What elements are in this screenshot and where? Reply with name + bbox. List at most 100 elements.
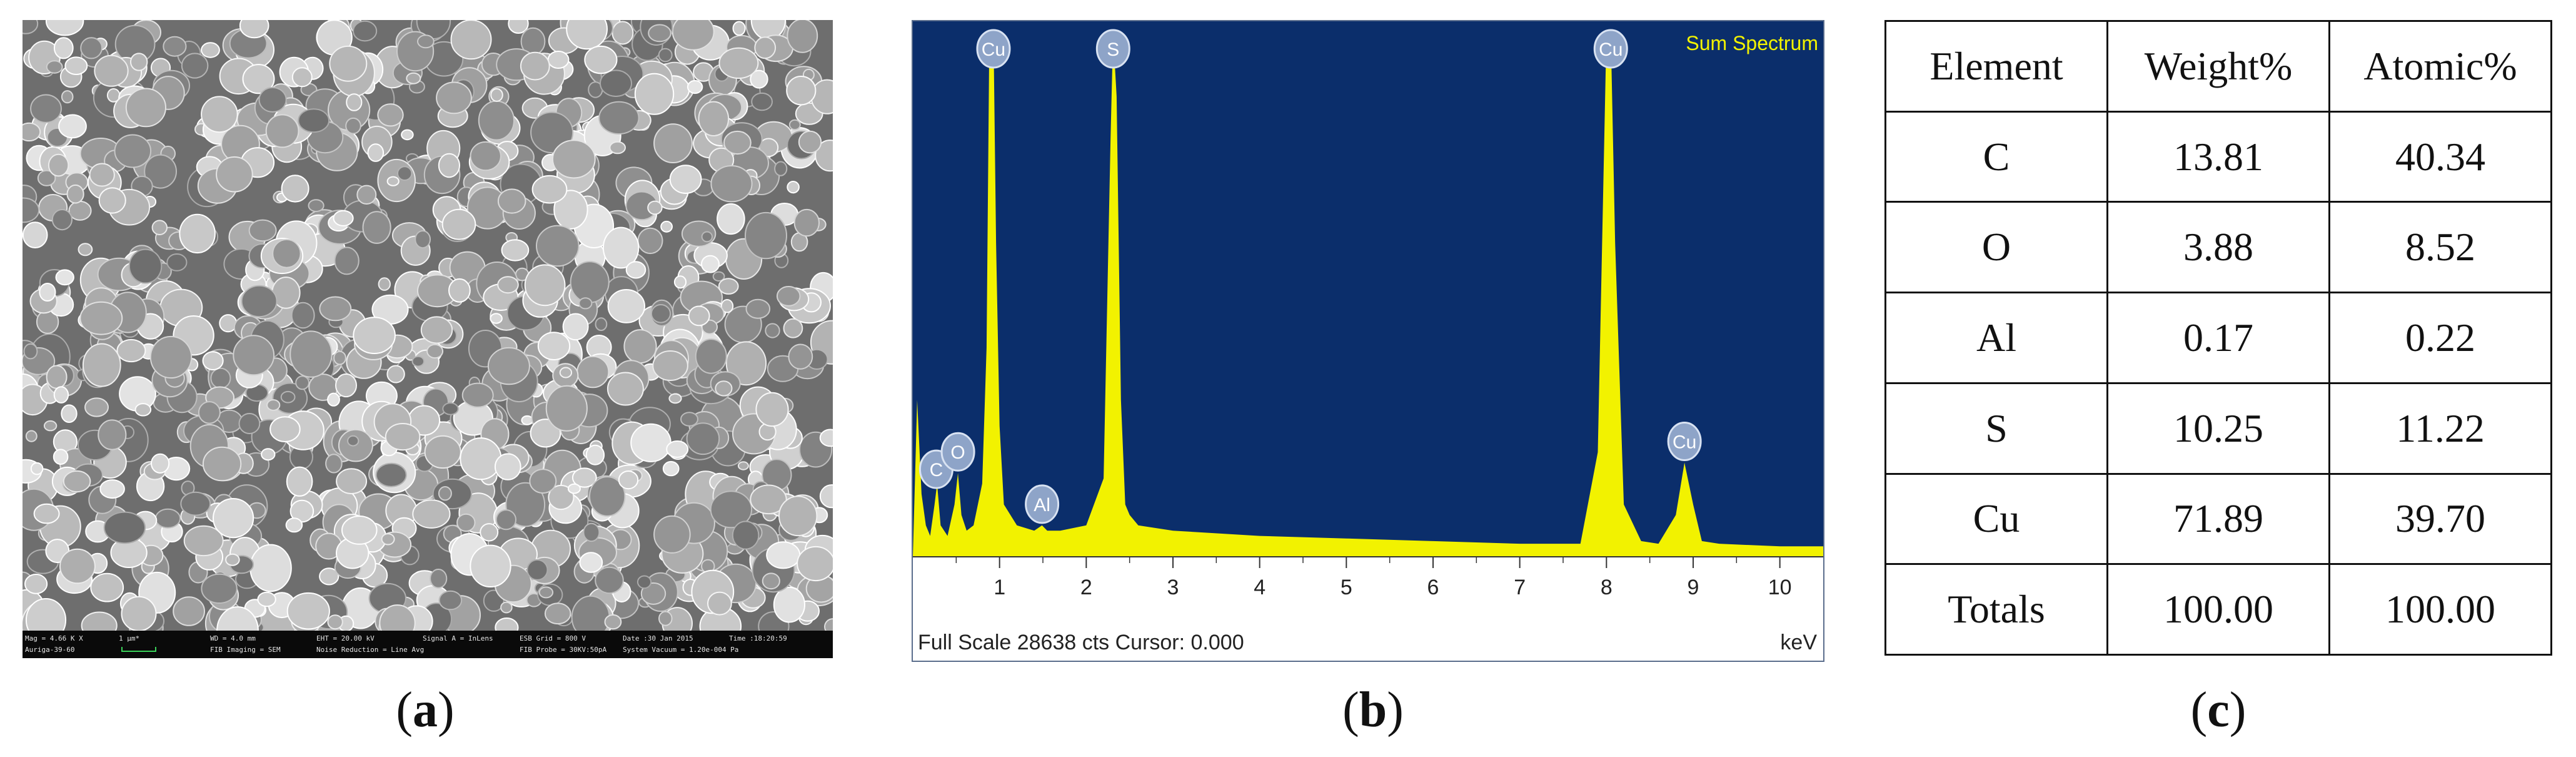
sem-grain bbox=[551, 140, 596, 179]
sem-grain bbox=[356, 185, 377, 205]
sem-grain bbox=[531, 175, 568, 204]
sem-grain bbox=[783, 318, 803, 338]
sem-grain bbox=[347, 435, 360, 447]
sem-grain bbox=[529, 469, 557, 494]
sem-grain bbox=[461, 382, 494, 408]
sem-grain bbox=[595, 566, 624, 594]
sem-grain bbox=[658, 611, 673, 626]
sem-grain bbox=[598, 101, 640, 135]
eds-footer: Full Scale 28638 cts Cursor: 0.000 bbox=[918, 631, 1244, 654]
sem-grain bbox=[470, 141, 501, 171]
sem-grain bbox=[39, 283, 56, 302]
sem-grain bbox=[55, 269, 74, 286]
sem-grain bbox=[762, 572, 780, 590]
sem-grain bbox=[99, 479, 125, 499]
sem-grain bbox=[524, 264, 566, 307]
sem-grain bbox=[61, 404, 78, 424]
sem-grain bbox=[637, 227, 663, 255]
sem-grain bbox=[411, 355, 425, 367]
peak-marker bbox=[976, 29, 1011, 69]
sem-grain bbox=[98, 187, 126, 214]
sem-grain bbox=[154, 508, 181, 529]
cell-weight: 100.00 bbox=[2106, 563, 2330, 656]
cell-element: Totals bbox=[1884, 563, 2108, 656]
cell-element: O bbox=[1884, 201, 2108, 294]
sem-grain bbox=[766, 541, 801, 569]
sem-grain bbox=[346, 93, 363, 111]
sem-grain bbox=[319, 567, 340, 586]
sem-grain bbox=[248, 219, 277, 242]
cell-atomic: 11.22 bbox=[2328, 382, 2552, 475]
sem-grain bbox=[53, 386, 69, 404]
sem-grain bbox=[61, 90, 74, 104]
sem-grain bbox=[401, 129, 414, 141]
x-tick-label: 3 bbox=[1167, 576, 1179, 599]
sem-grain bbox=[417, 34, 435, 49]
sem-grain bbox=[238, 413, 261, 434]
sem-grain bbox=[341, 516, 378, 545]
sem-grain bbox=[233, 335, 275, 376]
table-row: Cu 71.89 39.70 bbox=[1884, 472, 2552, 566]
sem-grain bbox=[261, 448, 276, 461]
sem-grain bbox=[712, 271, 725, 282]
sem-grain bbox=[415, 230, 431, 249]
sem-grain bbox=[89, 163, 115, 187]
sem-grain bbox=[798, 130, 822, 154]
sem-grain bbox=[583, 522, 600, 542]
sem-grain bbox=[668, 393, 682, 404]
sem-grain bbox=[151, 220, 168, 236]
sem-grain bbox=[367, 143, 385, 162]
sem-grain bbox=[386, 176, 400, 186]
sem-grain bbox=[430, 569, 448, 589]
sem-grain bbox=[438, 153, 461, 178]
sem-grain bbox=[68, 200, 92, 221]
sem-grain bbox=[79, 301, 123, 335]
sem-grain bbox=[745, 298, 771, 319]
sem-grain bbox=[600, 69, 632, 97]
sem-grain bbox=[571, 467, 597, 488]
peak-marker bbox=[940, 432, 975, 472]
sem-grain bbox=[634, 73, 675, 115]
cell-element: S bbox=[1884, 382, 2108, 475]
sem-grain bbox=[607, 289, 645, 323]
sem-grain bbox=[732, 521, 760, 550]
sem-grain bbox=[695, 338, 727, 374]
sem-grain bbox=[669, 165, 702, 195]
x-tick-label: 9 bbox=[1688, 576, 1699, 599]
sem-grain bbox=[377, 103, 404, 127]
sem-grain bbox=[650, 304, 672, 323]
eds-plot: 1 2 3 4 5 6 7 8 9 10 CO Cu Al S Cu Cu Sum Spectrum Ful… bbox=[913, 21, 1823, 654]
sem-wd: WD = 4.0 mm bbox=[210, 634, 256, 643]
sem-grain bbox=[285, 517, 303, 533]
x-tick-label: 6 bbox=[1427, 576, 1439, 599]
sem-grain bbox=[773, 586, 806, 623]
sem-grain bbox=[166, 253, 188, 272]
sem-grain bbox=[30, 462, 44, 475]
sem-esb: ESB Grid = 800 V bbox=[520, 634, 586, 643]
sem-grain bbox=[149, 335, 193, 379]
sem-grain bbox=[611, 21, 634, 45]
sem-grain bbox=[660, 220, 673, 233]
sem-grain bbox=[125, 88, 166, 128]
peak-marker bbox=[1593, 29, 1628, 69]
sem-grain bbox=[604, 614, 622, 630]
sem-grain bbox=[672, 20, 715, 51]
sem-grain bbox=[589, 476, 626, 517]
sem-grain bbox=[438, 590, 463, 611]
sem-grain bbox=[647, 200, 663, 215]
cell-atomic: 39.70 bbox=[2328, 472, 2552, 566]
sem-grain bbox=[179, 213, 216, 254]
sem-grain bbox=[609, 141, 626, 155]
sem-grain bbox=[715, 380, 733, 397]
cell-atomic: 100.00 bbox=[2328, 563, 2552, 656]
sem-grain bbox=[737, 461, 749, 470]
sem-grain bbox=[202, 351, 224, 370]
sem-grain bbox=[776, 286, 801, 307]
sem-grain bbox=[718, 47, 759, 79]
sem-grain bbox=[688, 305, 710, 327]
sem-info-bar: Mag = 4.66 K X 1 µm* WD = 4.0 mm EHT = 2… bbox=[23, 631, 833, 658]
header-weight: Weight% bbox=[2106, 20, 2330, 113]
sem-grain bbox=[508, 20, 529, 34]
sem-grain bbox=[216, 156, 253, 193]
sem-grain bbox=[37, 170, 56, 186]
